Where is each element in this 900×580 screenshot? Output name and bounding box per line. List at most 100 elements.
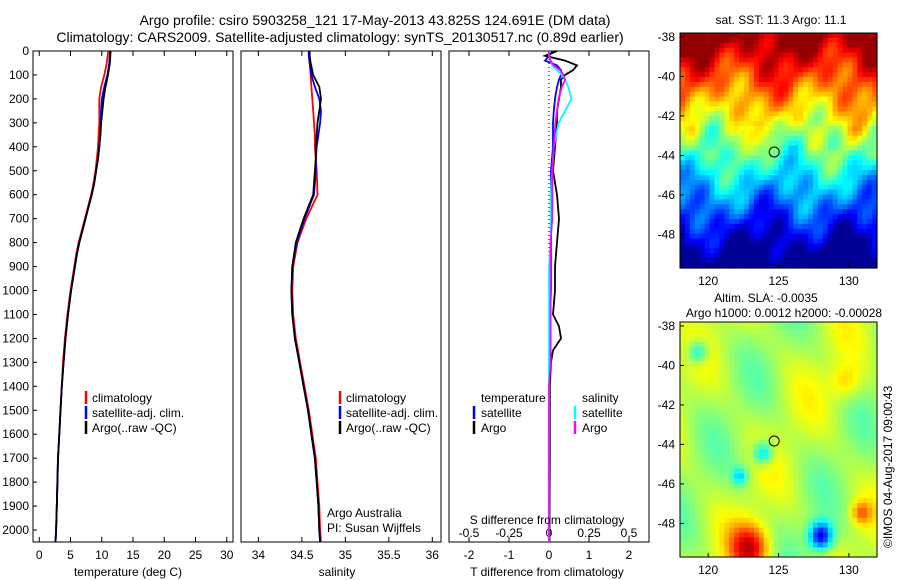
map-cell <box>827 238 834 245</box>
map-cell <box>694 263 701 269</box>
map-cell <box>753 395 760 401</box>
map-cell <box>739 155 745 161</box>
map-cell <box>847 532 853 539</box>
map-cell <box>862 253 868 259</box>
y-tick-label: 400 <box>9 140 29 154</box>
map-cell <box>867 238 873 245</box>
map-cell <box>694 174 701 181</box>
map-cell <box>798 101 804 108</box>
map-cell <box>699 135 706 142</box>
map-cell <box>857 493 863 499</box>
map-cell <box>847 155 853 161</box>
map-cell <box>758 42 765 49</box>
map-cell <box>758 380 765 387</box>
map-cell <box>714 547 720 553</box>
map-cell <box>704 121 711 127</box>
map-cell <box>734 341 740 348</box>
map-cell <box>847 429 853 436</box>
map-cell <box>729 444 735 450</box>
map-cell <box>847 145 853 152</box>
map-cell <box>798 72 804 78</box>
map-cell <box>729 263 735 269</box>
map-cell <box>842 459 849 465</box>
map-cell <box>758 512 765 519</box>
map-cell <box>852 184 858 191</box>
map-cell <box>694 258 701 264</box>
map-cell <box>753 444 760 450</box>
map-cell <box>803 72 809 78</box>
map-cell <box>872 243 878 250</box>
map-cell <box>872 106 878 112</box>
map-cell <box>699 517 706 524</box>
map-cell <box>753 145 760 152</box>
map-cell <box>734 478 740 485</box>
map-cell <box>709 155 716 161</box>
map-cell <box>680 429 686 436</box>
map-cell <box>803 37 809 44</box>
map-cell <box>862 390 868 397</box>
map-cell <box>748 67 755 73</box>
map-cell <box>744 111 750 117</box>
map-cell <box>758 415 765 421</box>
map-cell <box>680 366 686 372</box>
map-cell <box>778 248 785 254</box>
map-cell <box>798 33 804 39</box>
map-cell <box>812 322 819 328</box>
map-cell <box>808 116 814 122</box>
map-cell <box>857 488 863 494</box>
map-cell <box>744 165 750 171</box>
map-cell <box>729 346 735 352</box>
map-cell <box>832 160 839 166</box>
map-cell <box>758 91 765 98</box>
map-cell <box>872 91 878 98</box>
map-cell <box>778 449 785 455</box>
y-tick-label: 1900 <box>2 499 29 513</box>
map-cell <box>773 238 780 245</box>
map-cell <box>778 429 785 436</box>
map-cell <box>857 81 863 88</box>
map-cell <box>812 150 819 156</box>
map-cell <box>719 326 725 333</box>
map-cell <box>699 459 706 465</box>
map-cell <box>694 72 701 78</box>
map-cell <box>724 57 730 63</box>
map-cell <box>822 483 829 490</box>
map-cell <box>872 478 878 485</box>
map-cell <box>837 385 844 392</box>
map-cell <box>744 243 750 250</box>
map-cell <box>684 385 691 392</box>
map-cell <box>699 508 706 514</box>
map-cell <box>714 336 720 343</box>
map-cell <box>862 47 868 54</box>
map-cell <box>798 140 804 147</box>
map-cell <box>867 508 873 514</box>
map-cell <box>744 356 750 362</box>
map-cell <box>729 47 735 54</box>
map-cell <box>847 116 853 122</box>
map-cell <box>847 375 853 382</box>
map-cell <box>729 434 735 441</box>
map-cell <box>709 395 716 401</box>
map-cell <box>867 52 873 59</box>
map-cell <box>778 390 785 397</box>
map-cell <box>822 111 829 117</box>
map-cell <box>872 439 878 445</box>
map-cell <box>862 135 868 142</box>
map-cell <box>872 493 878 499</box>
map-cell <box>744 493 750 499</box>
map-cell <box>822 219 829 225</box>
map-cell <box>837 72 844 78</box>
map-cell <box>832 67 839 73</box>
map-cell <box>729 522 735 529</box>
map-cell <box>852 130 858 137</box>
map-cell <box>753 346 760 352</box>
map-cell <box>847 322 853 328</box>
map-cell <box>788 91 794 98</box>
map-cell <box>714 361 720 367</box>
map-cell <box>694 42 701 49</box>
map-cell <box>872 459 878 465</box>
map-cell <box>724 410 730 416</box>
map-cell <box>808 111 814 117</box>
map-cell <box>778 468 785 475</box>
map-cell <box>773 439 780 445</box>
